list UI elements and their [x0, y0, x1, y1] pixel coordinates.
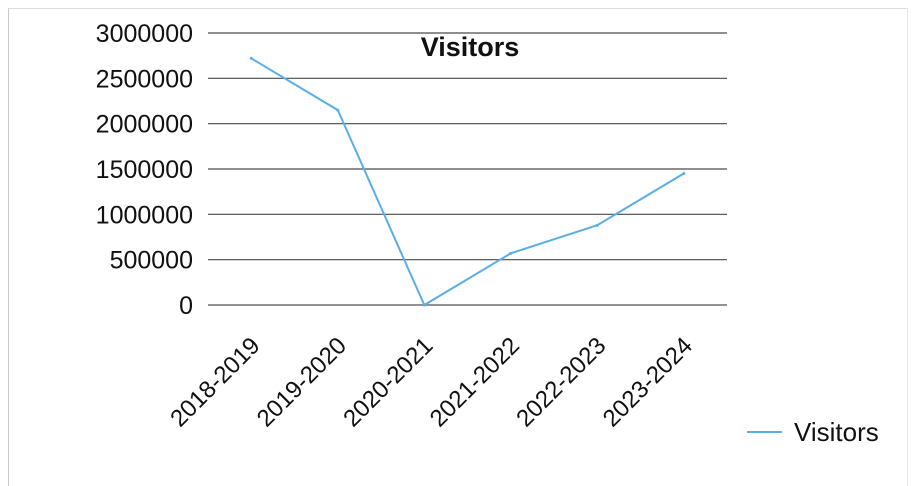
- y-tick-label: 2500000: [96, 65, 193, 93]
- y-tick-label: 1500000: [96, 156, 193, 184]
- x-axis-ticks: 2018-20192019-20202020-20212021-20222022…: [165, 332, 698, 432]
- data-point: [249, 56, 253, 60]
- series-points: [249, 56, 686, 307]
- y-tick-label: 3000000: [96, 20, 193, 48]
- data-point: [509, 251, 513, 255]
- legend: Visitors: [747, 417, 879, 447]
- gridlines: [208, 32, 727, 306]
- x-tick-label: 2020-2021: [338, 332, 438, 432]
- data-point: [682, 172, 686, 176]
- x-tick-label: 2018-2019: [165, 332, 265, 432]
- data-point: [422, 303, 426, 307]
- x-tick-label: 2022-2023: [511, 332, 611, 432]
- x-tick-label: 2019-2020: [252, 332, 352, 432]
- y-tick-label: 2000000: [96, 111, 193, 139]
- y-axis-ticks: 0 500000 1000000 1500000 2000000 2500000 30000…: [96, 20, 193, 320]
- y-tick-label: 1000000: [96, 201, 193, 229]
- y-tick-label: 0: [179, 292, 193, 320]
- data-point: [595, 223, 599, 227]
- chart-frame: [8, 8, 908, 486]
- series-line-visitors: [250, 57, 685, 307]
- y-tick-label: 500000: [110, 247, 193, 275]
- legend-label: Visitors: [794, 417, 879, 447]
- data-point: [336, 108, 340, 112]
- chart-title: Visitors: [421, 32, 520, 62]
- x-tick-label: 2023-2024: [598, 332, 698, 432]
- x-tick-label: 2021-2022: [425, 332, 525, 432]
